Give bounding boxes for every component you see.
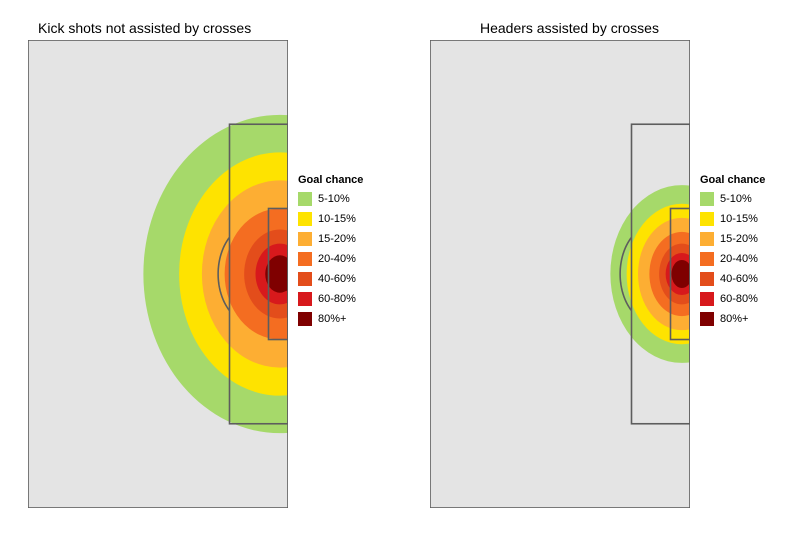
legend-swatch (700, 252, 714, 266)
legend-row: 5-10% (700, 192, 765, 206)
legend-swatch (700, 292, 714, 306)
legend-label: 80%+ (318, 313, 346, 325)
legend-row: 40-60% (298, 272, 363, 286)
panel-right (430, 40, 690, 508)
legend-row: 20-40% (298, 252, 363, 266)
panel-title-left: Kick shots not assisted by crosses (38, 20, 251, 36)
legend-label: 40-60% (720, 273, 758, 285)
legend-swatch (700, 272, 714, 286)
legend-label: 10-15% (720, 213, 758, 225)
legend-row: 60-80% (298, 292, 363, 306)
figure-canvas: Kick shots not assisted by crosses Goal c… (0, 0, 785, 539)
legend-label: 20-40% (318, 253, 356, 265)
legend-label: 60-80% (318, 293, 356, 305)
legend-swatch (298, 232, 312, 246)
legend-label: 10-15% (318, 213, 356, 225)
legend-swatch (700, 192, 714, 206)
legend-swatch (700, 212, 714, 226)
panel-left (28, 40, 288, 508)
legend-title: Goal chance (298, 174, 363, 186)
legend-swatch (700, 312, 714, 326)
legend-label: 5-10% (318, 193, 350, 205)
legend-label: 15-20% (318, 233, 356, 245)
legend-label: 5-10% (720, 193, 752, 205)
legend-title: Goal chance (700, 174, 765, 186)
legend-row: 10-15% (700, 212, 765, 226)
legend-swatch (298, 292, 312, 306)
legend-label: 40-60% (318, 273, 356, 285)
legend-row: 60-80% (700, 292, 765, 306)
legend-row: 15-20% (298, 232, 363, 246)
legend-swatch (298, 312, 312, 326)
legend-label: 60-80% (720, 293, 758, 305)
panel-title-right: Headers assisted by crosses (480, 20, 659, 36)
legend-label: 80%+ (720, 313, 748, 325)
legend-row: 10-15% (298, 212, 363, 226)
legend-label: 20-40% (720, 253, 758, 265)
legend-row: 5-10% (298, 192, 363, 206)
legend-right: Goal chance 5-10% 10-15% 15-20% 20-40% 40-60%… (700, 174, 765, 332)
legend-swatch (700, 232, 714, 246)
legend-row: 20-40% (700, 252, 765, 266)
legend-swatch (298, 272, 312, 286)
legend-row: 40-60% (700, 272, 765, 286)
legend-swatch (298, 252, 312, 266)
legend-swatch (298, 212, 312, 226)
legend-row: 80%+ (700, 312, 765, 326)
legend-swatch (298, 192, 312, 206)
legend-label: 15-20% (720, 233, 758, 245)
legend-row: 15-20% (700, 232, 765, 246)
legend-left: Goal chance 5-10% 10-15% 15-20% 20-40% 40-60%… (298, 174, 363, 332)
legend-row: 80%+ (298, 312, 363, 326)
